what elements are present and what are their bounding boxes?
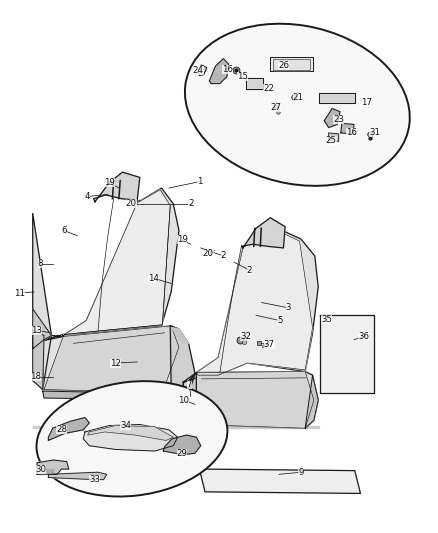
Polygon shape bbox=[184, 372, 318, 428]
Text: 4: 4 bbox=[85, 192, 90, 201]
Text: 21: 21 bbox=[293, 93, 304, 102]
Polygon shape bbox=[83, 424, 178, 451]
Ellipse shape bbox=[36, 381, 227, 497]
Text: 17: 17 bbox=[361, 98, 372, 107]
Polygon shape bbox=[33, 214, 51, 349]
Text: 16: 16 bbox=[346, 128, 357, 138]
Text: 13: 13 bbox=[31, 326, 42, 335]
Polygon shape bbox=[198, 65, 207, 76]
Text: 11: 11 bbox=[14, 288, 25, 297]
Text: 28: 28 bbox=[56, 425, 67, 434]
Polygon shape bbox=[319, 93, 355, 103]
Polygon shape bbox=[61, 190, 170, 336]
Text: 5: 5 bbox=[277, 316, 283, 325]
Text: 1: 1 bbox=[197, 177, 202, 186]
Polygon shape bbox=[196, 227, 313, 375]
Text: 29: 29 bbox=[177, 449, 187, 458]
Polygon shape bbox=[48, 472, 107, 480]
Text: 19: 19 bbox=[104, 178, 115, 187]
Polygon shape bbox=[171, 327, 188, 343]
Polygon shape bbox=[43, 391, 179, 400]
Text: 7: 7 bbox=[187, 379, 192, 389]
Polygon shape bbox=[33, 330, 44, 390]
Text: 19: 19 bbox=[177, 236, 187, 245]
Text: 35: 35 bbox=[321, 315, 332, 324]
Polygon shape bbox=[33, 425, 319, 428]
Polygon shape bbox=[163, 435, 201, 455]
Polygon shape bbox=[184, 225, 318, 382]
Text: 25: 25 bbox=[326, 136, 337, 145]
Polygon shape bbox=[33, 309, 51, 349]
Text: 2: 2 bbox=[247, 266, 252, 274]
Text: 2: 2 bbox=[188, 199, 194, 208]
Text: 14: 14 bbox=[148, 273, 159, 282]
Text: 27: 27 bbox=[270, 103, 281, 112]
Polygon shape bbox=[44, 326, 179, 393]
Polygon shape bbox=[33, 326, 184, 393]
Polygon shape bbox=[320, 316, 374, 393]
Text: 24: 24 bbox=[193, 66, 204, 75]
Polygon shape bbox=[199, 469, 360, 494]
Text: 37: 37 bbox=[264, 341, 275, 350]
Text: 26: 26 bbox=[278, 61, 289, 69]
Polygon shape bbox=[88, 425, 173, 440]
Ellipse shape bbox=[185, 24, 410, 186]
Polygon shape bbox=[42, 469, 53, 473]
Polygon shape bbox=[242, 217, 285, 248]
Polygon shape bbox=[196, 372, 314, 428]
Polygon shape bbox=[305, 375, 318, 428]
Polygon shape bbox=[170, 326, 195, 393]
Text: 3: 3 bbox=[286, 303, 291, 312]
Text: 36: 36 bbox=[358, 332, 369, 341]
Text: 9: 9 bbox=[298, 468, 304, 477]
Polygon shape bbox=[246, 78, 262, 89]
Text: 18: 18 bbox=[30, 372, 41, 381]
Polygon shape bbox=[209, 59, 229, 84]
Polygon shape bbox=[341, 123, 354, 134]
Polygon shape bbox=[328, 133, 339, 141]
Text: 15: 15 bbox=[237, 72, 248, 81]
Text: 30: 30 bbox=[35, 465, 46, 473]
Text: 33: 33 bbox=[89, 475, 100, 484]
Polygon shape bbox=[48, 418, 89, 440]
Polygon shape bbox=[324, 109, 340, 127]
Text: 16: 16 bbox=[222, 64, 233, 74]
Text: 12: 12 bbox=[110, 359, 121, 367]
Text: 6: 6 bbox=[61, 226, 67, 235]
Polygon shape bbox=[37, 460, 69, 474]
Text: 8: 8 bbox=[38, 260, 43, 268]
Text: 34: 34 bbox=[120, 421, 131, 430]
Text: 32: 32 bbox=[240, 332, 251, 341]
Polygon shape bbox=[33, 188, 179, 349]
Polygon shape bbox=[94, 172, 140, 202]
Text: 2: 2 bbox=[221, 252, 226, 261]
Text: 23: 23 bbox=[333, 115, 344, 124]
Text: 22: 22 bbox=[263, 84, 274, 93]
Polygon shape bbox=[273, 59, 310, 70]
Polygon shape bbox=[184, 373, 196, 424]
Text: 31: 31 bbox=[369, 128, 380, 138]
Text: 20: 20 bbox=[126, 199, 137, 208]
Text: 10: 10 bbox=[178, 395, 189, 405]
Text: 20: 20 bbox=[203, 249, 214, 258]
Polygon shape bbox=[270, 57, 313, 71]
